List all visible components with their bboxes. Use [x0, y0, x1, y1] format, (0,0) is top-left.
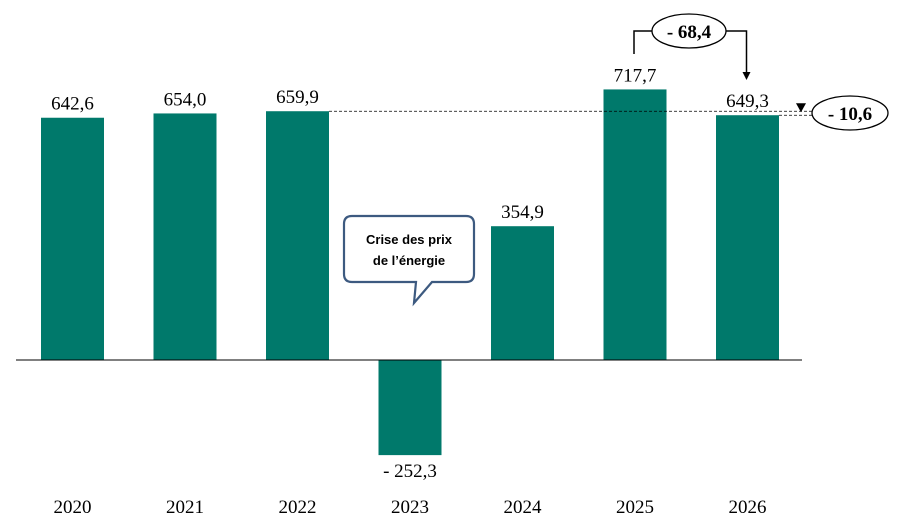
- callout-shape: [342, 214, 476, 307]
- value-label-2021: 654,0: [164, 89, 207, 110]
- category-label-2022: 2022: [279, 497, 317, 518]
- change-oval-10: - 10,6: [811, 95, 889, 131]
- value-label-2023: - 252,3: [383, 461, 437, 482]
- change-label-10: - 10,6: [828, 104, 872, 125]
- bar-2025: [603, 89, 667, 361]
- bar-2026: [716, 115, 779, 360]
- category-label-2021: 2021: [166, 497, 204, 518]
- category-label-2024: 2024: [504, 497, 543, 518]
- change-label-68: - 68,4: [667, 22, 712, 43]
- bars-group: [41, 89, 779, 456]
- change-oval-68: - 68,4: [651, 13, 727, 49]
- category-label-2023: 2023: [391, 497, 429, 518]
- bar-2022: [266, 111, 329, 360]
- bar-2024: [491, 226, 554, 360]
- callout-line-2: de l’énergie: [373, 253, 445, 268]
- value-label-2024: 354,9: [501, 202, 544, 223]
- category-label-2020: 2020: [54, 497, 92, 518]
- callout-line-1: Crise des prix: [366, 232, 453, 247]
- category-label-2026: 2026: [729, 497, 767, 518]
- down-triangle-icon: [796, 103, 806, 113]
- bar-2020: [41, 117, 104, 360]
- category-labels-group: 2020 2021 2022 2023 2024 2025 2026: [54, 497, 767, 518]
- category-label-2025: 2025: [616, 497, 654, 518]
- value-labels-group: 642,6 654,0 659,9 - 252,3 354,9 717,7 649,3: [51, 65, 769, 482]
- bar-2021: [153, 113, 217, 360]
- value-label-2025: 717,7: [614, 65, 657, 86]
- bar-2023: [378, 360, 442, 456]
- value-label-2020: 642,6: [51, 94, 94, 115]
- callout-bubble: Crise des prix de l’énergie: [342, 214, 476, 307]
- value-label-2026: 649,3: [726, 91, 769, 112]
- value-label-2022: 659,9: [276, 87, 319, 108]
